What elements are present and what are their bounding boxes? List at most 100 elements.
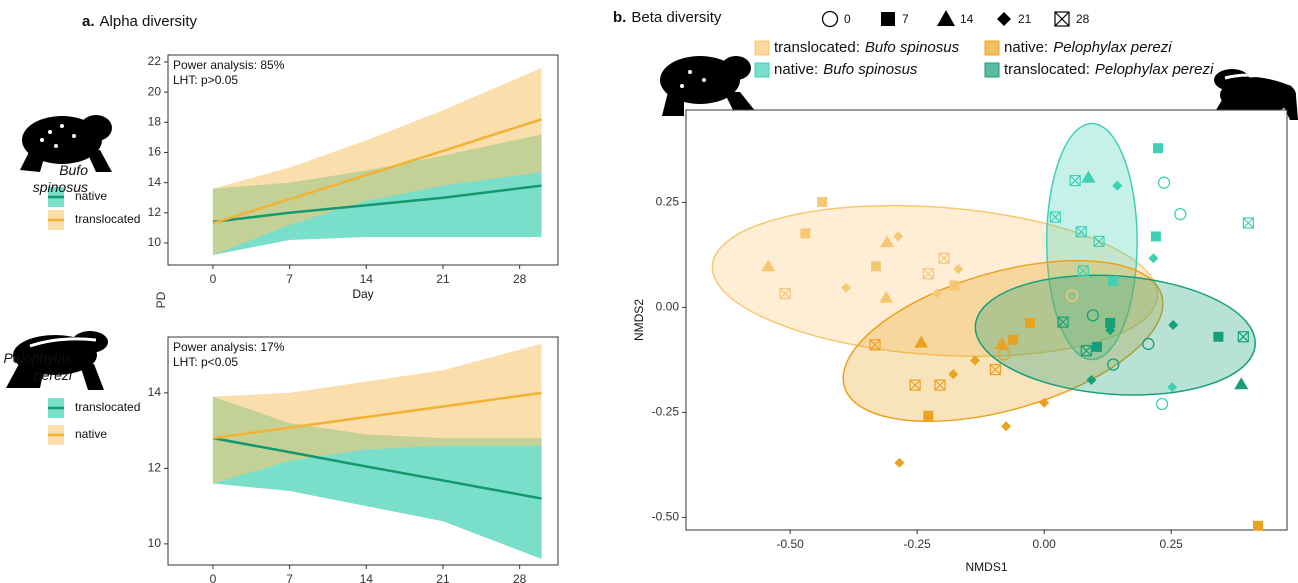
marker [1075,226,1087,238]
marker [934,379,946,391]
marker-shape [997,12,1011,26]
y-tick-label: 14 [148,385,162,399]
panel-title: b. Beta diversity [613,9,722,26]
trend-line [212,436,542,500]
marker [1077,265,1089,277]
marker-shape [994,336,1009,349]
marker [949,280,960,291]
y-tick-label: 0.00 [656,300,680,314]
marker [761,259,776,272]
legend-species: Pelophylax perezi [1095,61,1214,78]
confidence-ellipse [974,274,1256,396]
marker [1152,143,1163,154]
x-tick-label: 7 [286,572,293,583]
panel-title: a. Alpha diversity [82,13,198,30]
x-tick-label: 21 [436,272,450,286]
marker-shape [938,252,950,264]
y-tick-label: 20 [148,84,162,98]
confidence-band [212,67,542,256]
marker [948,369,959,380]
x-tick-label: 21 [436,572,450,583]
annotation: LHT: p<0.05 [173,355,238,369]
legend-status: translocated: [1004,61,1090,78]
legend-label: native [75,427,107,441]
marker [923,410,934,421]
marker [879,290,894,303]
legend-swatch [984,40,1000,56]
marker-shape [1039,397,1050,408]
marker-shape [1237,331,1249,343]
marker [841,282,852,293]
marker [1174,208,1187,221]
title-text: Beta diversity [631,9,722,26]
marker-shape [779,287,791,300]
legend-label: translocated [75,400,140,414]
x-tick-label: 28 [513,572,527,583]
marker [970,355,981,366]
legend-label: translocated [75,212,140,226]
marker [1086,375,1097,386]
y-tick-label: 10 [148,235,162,249]
marker-shape [871,261,882,272]
marker-shape [1057,316,1069,328]
marker [1008,334,1019,345]
legend-swatch [754,62,770,78]
marker-shape [1242,217,1254,229]
legend-species: Bufo spinosus [823,61,918,78]
marker-shape [761,259,776,272]
y-tick-label: 10 [148,536,162,550]
marker-shape [1242,217,1254,229]
marker [1108,275,1119,286]
marker [914,335,929,348]
marker-shape [1054,11,1070,27]
marker [989,363,1001,376]
marker-shape [1077,265,1089,277]
marker [1057,316,1069,328]
marker-shape [1001,421,1012,432]
marker [821,10,839,28]
marker [1167,382,1178,393]
marker [1065,289,1079,302]
marker [817,196,828,207]
legend-label: translocated: Pelophylax perezi [1004,61,1214,78]
marker-shape [1237,331,1249,343]
marker-shape [1008,334,1019,345]
y-tick-label: 12 [148,205,162,219]
panel-letter: a. [82,13,95,30]
x-tick-label: -0.50 [776,537,804,551]
y-tick-label: -0.25 [652,405,680,419]
legend-species: Pelophylax perezi [1053,39,1172,56]
marker-shape [1091,341,1102,352]
shape-legend-label: 28 [1076,12,1090,26]
y-tick-label: 22 [148,54,162,68]
y-tick-label: 18 [148,114,162,128]
marker-shape [1167,382,1178,393]
marker-shape [779,288,791,299]
marker-shape [1253,520,1264,531]
marker-shape [1086,375,1097,386]
marker [1091,341,1102,352]
marker-shape [1148,253,1159,264]
marker [937,10,955,26]
marker [938,252,950,264]
trend-line [212,118,542,225]
shape-legend-label: 21 [1018,12,1032,26]
marker [894,457,905,468]
annotation: Power analysis: 85% [173,58,285,72]
x-tick-label: 28 [513,272,527,286]
shape-legend-label: 14 [960,12,974,26]
y-tick-label: -0.50 [652,510,680,524]
frog-bufo-b [660,56,756,116]
marker-shape [1152,143,1163,154]
shape-legend-label: 0 [844,12,851,26]
marker [1054,11,1070,27]
marker [800,228,811,239]
marker-shape [1107,358,1120,371]
legend-label: native: Pelophylax perezi [1004,39,1172,56]
marker [1157,176,1171,189]
marker-shape [1155,397,1169,411]
marker-shape [909,379,921,391]
marker-shape [1213,331,1224,342]
marker-shape [1080,345,1092,357]
